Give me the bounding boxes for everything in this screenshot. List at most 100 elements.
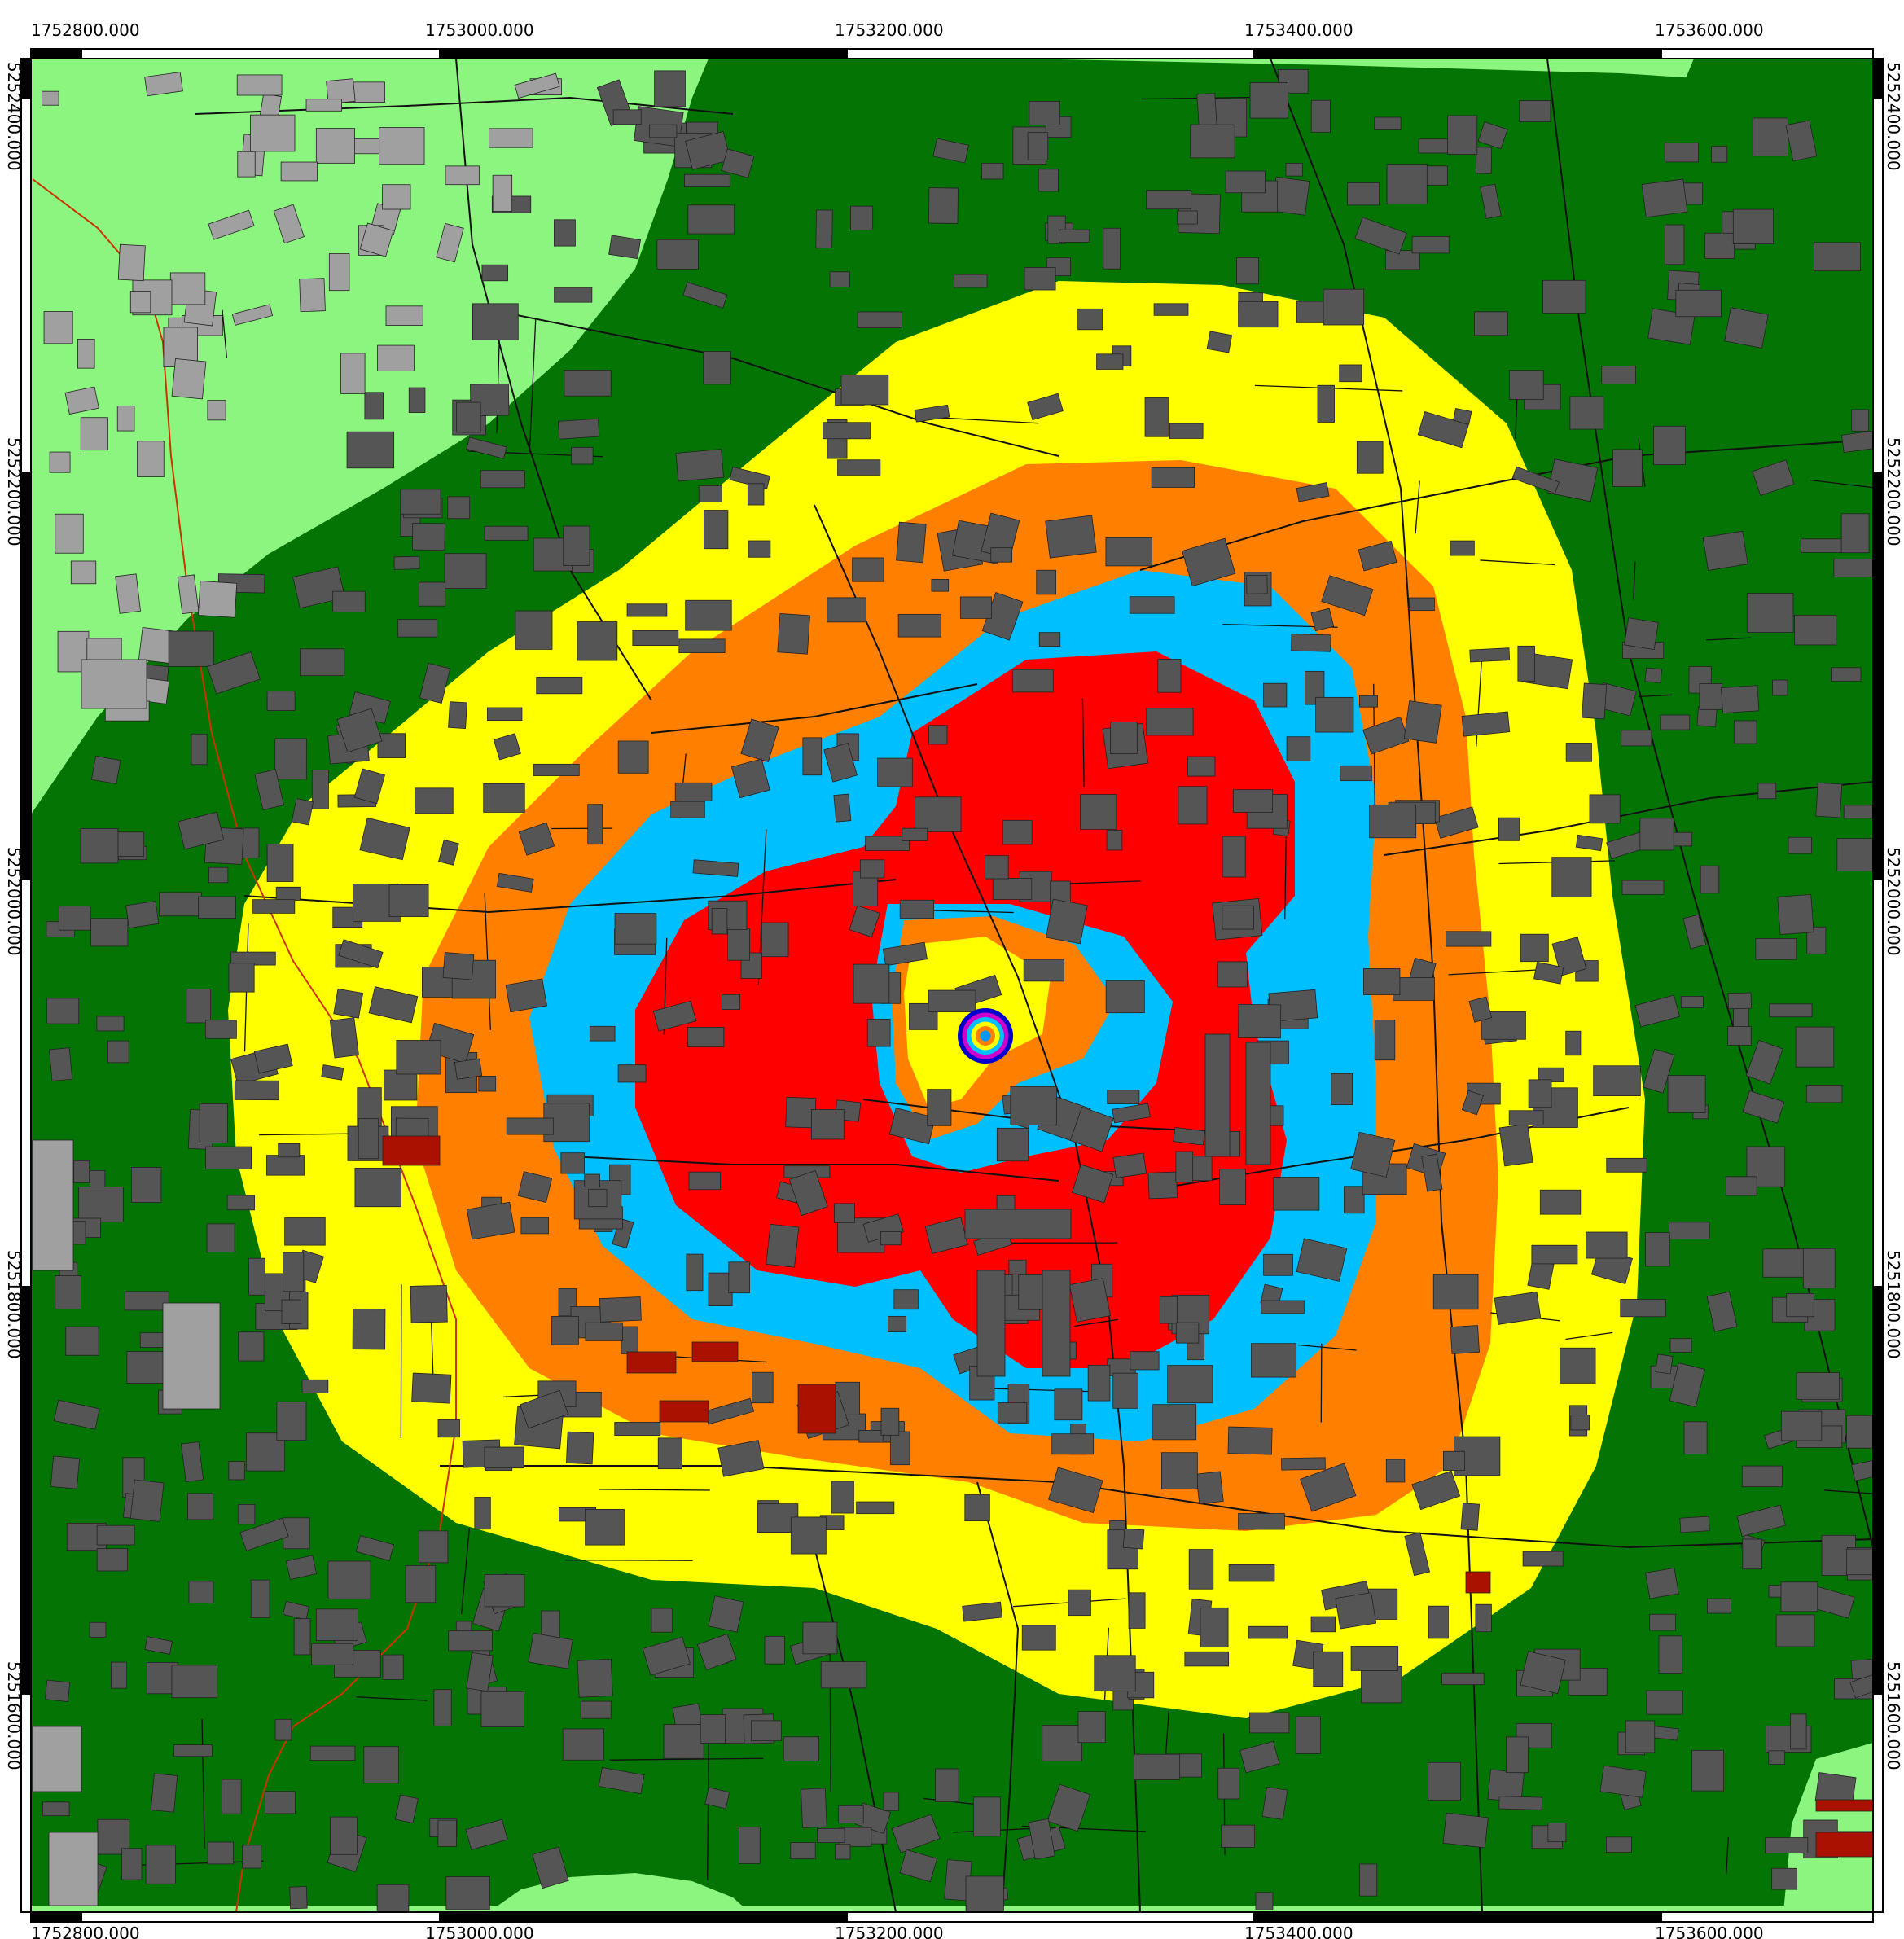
building	[1087, 1364, 1111, 1402]
building	[1752, 459, 1795, 496]
building	[1204, 1033, 1231, 1157]
road-line	[1384, 781, 1873, 856]
building	[1027, 132, 1049, 160]
building	[55, 1275, 81, 1309]
building	[1624, 617, 1659, 651]
building	[1680, 996, 1704, 1008]
building	[1653, 425, 1686, 466]
building	[456, 401, 481, 433]
building	[684, 173, 730, 187]
building	[888, 1315, 907, 1332]
building	[1475, 147, 1493, 174]
building	[748, 540, 771, 558]
building	[651, 1608, 673, 1633]
building	[1727, 1026, 1752, 1046]
building	[1801, 538, 1843, 553]
building	[1315, 696, 1354, 733]
building	[117, 243, 146, 282]
building	[883, 1792, 900, 1811]
building	[1386, 164, 1428, 204]
building	[1551, 857, 1592, 897]
building	[1217, 961, 1248, 988]
building	[1182, 537, 1236, 587]
building	[1620, 1299, 1666, 1318]
building	[954, 274, 988, 288]
building	[388, 884, 429, 917]
building	[1432, 1274, 1479, 1310]
building	[1054, 1388, 1083, 1421]
frame-segment	[1872, 1693, 1884, 1913]
building	[959, 596, 992, 619]
building	[997, 1402, 1028, 1424]
building	[1475, 1603, 1492, 1633]
building	[656, 239, 699, 270]
building	[1374, 1020, 1396, 1061]
x-label-top: 1753000.000	[425, 20, 534, 40]
building	[266, 844, 294, 882]
x-label-top: 1753400.000	[1244, 20, 1353, 40]
building	[1790, 1713, 1807, 1750]
building	[411, 522, 445, 551]
building	[481, 264, 509, 282]
building	[740, 718, 779, 763]
building	[382, 184, 411, 210]
building	[585, 1322, 623, 1341]
building	[43, 311, 73, 344]
building	[657, 1437, 682, 1470]
building	[42, 1801, 70, 1817]
building	[914, 404, 950, 423]
building	[284, 1217, 326, 1246]
building	[364, 392, 384, 420]
building	[990, 547, 1013, 563]
building	[1354, 217, 1407, 255]
building	[1190, 124, 1235, 159]
building	[752, 1371, 774, 1404]
building	[1409, 597, 1435, 612]
building	[1727, 992, 1752, 1010]
building	[1344, 1186, 1365, 1214]
y-label-right: 5252400.000	[1884, 62, 1903, 171]
building	[73, 1160, 90, 1183]
building	[405, 1564, 437, 1603]
building	[1586, 1231, 1628, 1259]
frame-segment	[1872, 58, 1884, 99]
building	[205, 1146, 252, 1169]
building	[1646, 1690, 1683, 1715]
frame-segment	[439, 48, 848, 59]
building	[1547, 458, 1599, 502]
building	[129, 291, 151, 314]
building	[1347, 182, 1380, 206]
building	[1443, 1450, 1465, 1471]
building	[150, 1773, 178, 1813]
building	[981, 162, 1004, 180]
building	[1461, 711, 1511, 737]
building	[1159, 1296, 1178, 1324]
building	[1460, 1503, 1481, 1531]
building	[1539, 1189, 1582, 1215]
building	[686, 1253, 704, 1292]
building	[580, 1700, 612, 1719]
x-label-bottom: 1753000.000	[425, 1924, 534, 1939]
building	[266, 691, 296, 711]
building	[125, 901, 160, 929]
building	[727, 928, 750, 961]
building	[1843, 805, 1873, 819]
building	[478, 1075, 497, 1092]
building	[1161, 1452, 1198, 1489]
parcel-line	[1638, 694, 1673, 698]
building	[1517, 645, 1535, 682]
building	[698, 485, 722, 502]
right-coordinate-labels: 5252400.000 5252200.000 5252000.000 5251…	[1884, 62, 1903, 1770]
concentric-rings-icon[interactable]	[958, 1008, 1013, 1064]
building	[1024, 267, 1056, 291]
building	[1769, 1003, 1813, 1018]
building	[829, 271, 850, 287]
building	[355, 1535, 395, 1561]
frame-segment	[1872, 1286, 1884, 1695]
building	[144, 1636, 173, 1655]
building	[823, 742, 858, 783]
building	[1187, 756, 1216, 777]
building	[1219, 1169, 1246, 1205]
building	[171, 358, 207, 400]
